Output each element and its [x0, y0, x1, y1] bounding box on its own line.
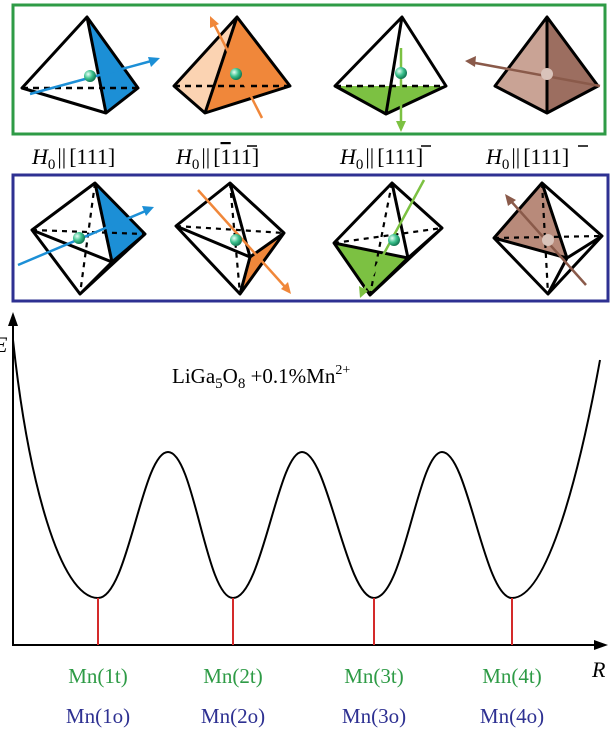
x-axis-label: R	[591, 657, 606, 682]
oct-site-label-3: Mn(3o)	[342, 704, 406, 728]
octahedron-green-icon	[332, 179, 444, 298]
svg-text:H0||[111]: H0|| [111]	[31, 144, 115, 173]
oct-site-label-4: Mn(4o)	[480, 704, 544, 728]
tetrahedron-orange-icon	[172, 15, 292, 119]
well-markers	[97, 598, 513, 645]
oct-site-label-2: Mn(2o)	[201, 704, 265, 728]
tet-site-label-2: Mn(2t)	[203, 664, 263, 688]
field-label-1: H0|| [111]	[31, 144, 115, 173]
potential-curve	[12, 339, 601, 600]
field-label-2: H0|| [111]	[175, 144, 259, 173]
octahedron-orange-icon	[174, 181, 291, 296]
octahedra-panel	[11, 173, 610, 303]
field-label-4: H0|| [111]	[485, 144, 588, 173]
tet-site-label-3: Mn(3t)	[344, 664, 404, 688]
tetrahedron-green-icon	[333, 15, 448, 132]
axes	[8, 312, 608, 650]
octahedron-blue-icon	[17, 181, 154, 296]
svg-text:H0||[111]: H0|| [111]	[339, 144, 423, 173]
tetrahedra-panel	[11, 3, 607, 136]
tet-site-label-4: Mn(4t)	[482, 664, 542, 688]
octahedron-brown-icon	[492, 181, 604, 296]
y-axis-label: E	[0, 332, 8, 357]
svg-text:H0||[111]: H0|| [111]	[175, 144, 259, 173]
tetrahedron-blue-icon	[20, 15, 160, 115]
tetrahedron-brown-icon	[465, 15, 601, 115]
tet-site-label-1: Mn(1t)	[68, 664, 128, 688]
svg-text:H0||[111]: H0|| [111]	[485, 144, 569, 173]
field-label-3: H0|| [111]	[339, 144, 431, 173]
site-labels: Mn(1t) Mn(2t) Mn(3t) Mn(4t) Mn(1o) Mn(2o…	[66, 664, 544, 728]
oct-site-label-1: Mn(1o)	[66, 704, 130, 728]
formula-label: LiGa5O8 +0.1%Mn2+	[172, 363, 350, 392]
